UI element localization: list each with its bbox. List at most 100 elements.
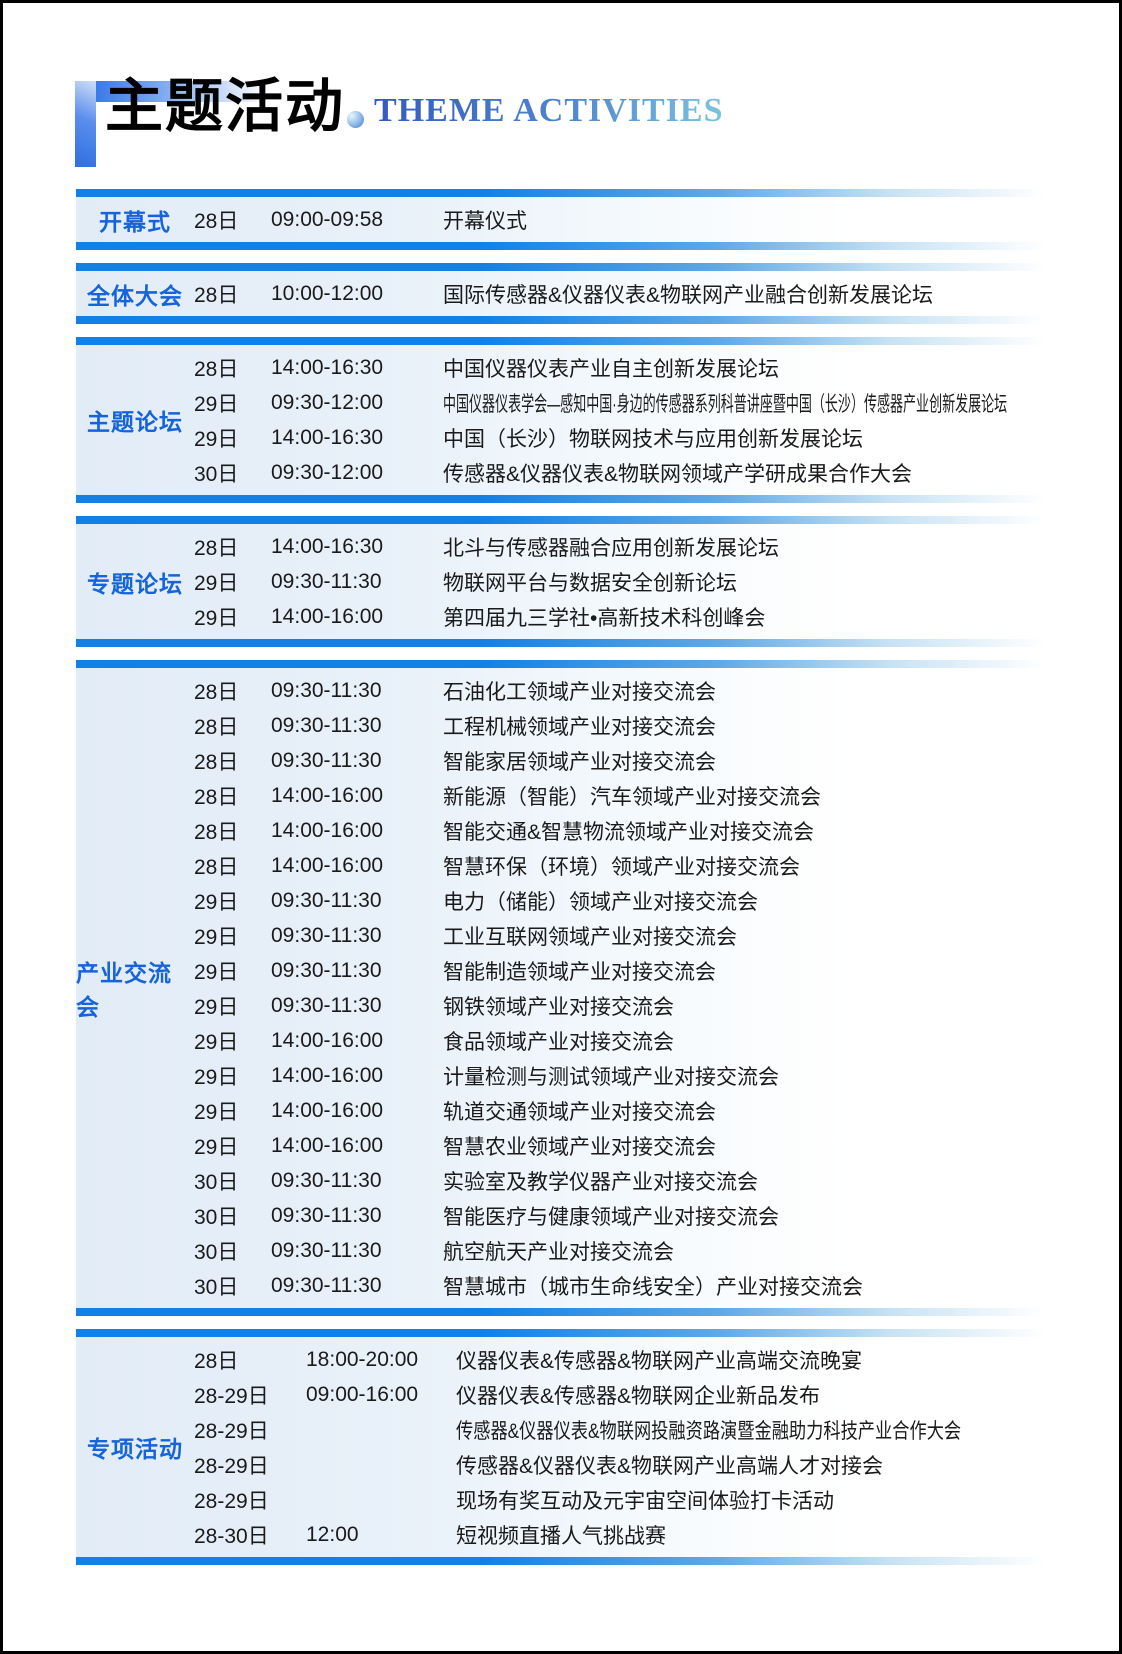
schedule-row: 28日 09:30-11:30 石油化工领域产业对接交流会 [194, 673, 1046, 708]
section-rows: 28日 18:00-20:00 仪器仪表&传感器&物联网产业高端交流晚宴 28-… [194, 1342, 1046, 1552]
row-date: 29日 [194, 995, 239, 1019]
row-time: 09:30-11:30 [271, 713, 382, 737]
row-date: 29日 [194, 925, 239, 949]
row-event: 传感器&仪器仪表&物联网投融资路演暨金融助力科技产业合作大会 [456, 1419, 962, 1443]
row-time: 14:00-16:00 [271, 783, 384, 807]
schedule-row: 28-29日 09:00-16:00 仪器仪表&传感器&物联网企业新品发布 [194, 1377, 1046, 1412]
title-block: 主题活动 THEME ACTIVITIES [75, 74, 724, 167]
row-event: 仪器仪表&传感器&物联网产业高端交流晚宴 [456, 1349, 863, 1373]
schedule-section: 全体大会 28日 10:00-12:00 国际传感器&仪器仪表&物联网产业融合创… [76, 263, 1046, 324]
schedule-row: 29日 09:30-11:30 智能制造领域产业对接交流会 [194, 953, 1046, 988]
schedule-row: 29日 09:30-12:00 中国仪器仪表学会—感知中国·身边的传感器系列科普… [194, 385, 1046, 420]
dot-icon [347, 110, 365, 128]
schedule-row: 28日 10:00-12:00 国际传感器&仪器仪表&物联网产业融合创新发展论坛 [194, 276, 1046, 311]
schedule-row: 29日 09:30-11:30 工业互联网领域产业对接交流会 [194, 918, 1046, 953]
row-date: 28-29日 [194, 1384, 269, 1408]
row-event: 钢铁领域产业对接交流会 [443, 995, 674, 1019]
row-event: 短视频直播人气挑战赛 [456, 1524, 666, 1548]
row-time: 09:30-11:30 [271, 888, 382, 912]
page-subtitle: THEME ACTIVITIES [374, 92, 724, 138]
section-rows: 28日 14:00-16:30 北斗与传感器融合应用创新发展论坛 29日 09:… [194, 529, 1046, 634]
schedule-row: 30日 09:30-11:30 航空航天产业对接交流会 [194, 1233, 1046, 1268]
schedule-row: 29日 09:30-11:30 物联网平台与数据安全创新论坛 [194, 564, 1046, 599]
bracket-vertical [75, 81, 96, 167]
row-date: 29日 [194, 427, 239, 451]
section-top-bar [76, 660, 1046, 668]
row-time: 09:30-11:30 [271, 678, 382, 702]
schedule-row: 28日 18:00-20:00 仪器仪表&传感器&物联网产业高端交流晚宴 [194, 1342, 1046, 1377]
row-date: 28日 [194, 680, 239, 704]
section-top-bar [76, 189, 1046, 197]
row-event: 第四届九三学社•高新技术科创峰会 [443, 606, 766, 630]
row-date: 30日 [194, 1240, 239, 1264]
row-event: 轨道交通领域产业对接交流会 [443, 1100, 716, 1124]
schedule-row: 28日 14:00-16:30 中国仪器仪表产业自主创新发展论坛 [194, 350, 1046, 385]
row-time: 09:30-11:30 [271, 958, 382, 982]
row-time: 09:30-12:00 [271, 460, 384, 484]
row-event: 国际传感器&仪器仪表&物联网产业融合创新发展论坛 [443, 283, 934, 307]
row-time: 14:00-16:30 [271, 355, 384, 379]
section-rows: 28日 10:00-12:00 国际传感器&仪器仪表&物联网产业融合创新发展论坛 [194, 276, 1046, 311]
schedule-row: 29日 14:00-16:00 计量检测与测试领域产业对接交流会 [194, 1058, 1046, 1093]
section-top-bar [76, 337, 1046, 345]
schedule-section: 专题论坛 28日 14:00-16:30 北斗与传感器融合应用创新发展论坛 29… [76, 516, 1046, 647]
row-time: 09:30-11:30 [271, 993, 382, 1017]
row-date: 29日 [194, 1135, 239, 1159]
row-date: 28日 [194, 283, 239, 307]
row-event: 智能交通&智慧物流领域产业对接交流会 [443, 820, 815, 844]
header: 主题活动 THEME ACTIVITIES [3, 3, 1119, 189]
row-time: 14:00-16:00 [271, 604, 384, 628]
schedule-row: 28-29日 现场有奖互动及元宇宙空间体验打卡活动 [194, 1482, 1046, 1517]
row-date: 28日 [194, 855, 239, 879]
schedule-row: 28日 09:30-11:30 智能家居领域产业对接交流会 [194, 743, 1046, 778]
row-event: 工程机械领域产业对接交流会 [443, 715, 716, 739]
row-event: 实验室及教学仪器产业对接交流会 [443, 1170, 758, 1194]
row-time: 14:00-16:00 [271, 1133, 384, 1157]
schedule-row: 28-30日 12:00 短视频直播人气挑战赛 [194, 1517, 1046, 1552]
section-top-bar [76, 263, 1046, 271]
sections: 开幕式 28日 09:00-09:58 开幕仪式 全体大会 28日 10:00-… [3, 189, 1119, 1565]
section-label: 主题论坛 [87, 409, 183, 435]
row-date: 30日 [194, 1275, 239, 1299]
row-time: 09:30-11:30 [271, 569, 382, 593]
section-body: 产业交流会 28日 09:30-11:30 石油化工领域产业对接交流会 28日 … [76, 668, 1046, 1308]
row-event: 北斗与传感器融合应用创新发展论坛 [443, 536, 779, 560]
row-event: 智能家居领域产业对接交流会 [443, 750, 716, 774]
schedule-row: 29日 09:30-11:30 钢铁领域产业对接交流会 [194, 988, 1046, 1023]
schedule-row: 28-29日 传感器&仪器仪表&物联网投融资路演暨金融助力科技产业合作大会 [194, 1412, 1046, 1447]
row-date: 30日 [194, 1205, 239, 1229]
row-time: 09:30-11:30 [271, 1238, 382, 1262]
row-event: 仪器仪表&传感器&物联网企业新品发布 [456, 1384, 821, 1408]
section-body: 开幕式 28日 09:00-09:58 开幕仪式 [76, 197, 1046, 242]
section-label: 产业交流会 [76, 960, 172, 1020]
row-date: 28-29日 [194, 1419, 269, 1443]
section-bottom-bar [76, 1557, 1046, 1565]
row-date: 28日 [194, 209, 239, 233]
row-time: 14:00-16:00 [271, 818, 384, 842]
row-event: 石油化工领域产业对接交流会 [443, 680, 716, 704]
schedule-row: 30日 09:30-11:30 实验室及教学仪器产业对接交流会 [194, 1163, 1046, 1198]
row-date: 28-29日 [194, 1454, 269, 1478]
row-time: 09:30-11:30 [271, 1203, 382, 1227]
row-time: 12:00 [306, 1522, 359, 1546]
row-event: 智慧环保（环境）领域产业对接交流会 [443, 855, 800, 879]
row-event: 智慧农业领域产业对接交流会 [443, 1135, 716, 1159]
schedule-section: 开幕式 28日 09:00-09:58 开幕仪式 [76, 189, 1046, 250]
schedule-row: 29日 14:00-16:00 智慧农业领域产业对接交流会 [194, 1128, 1046, 1163]
schedule-section: 产业交流会 28日 09:30-11:30 石油化工领域产业对接交流会 28日 … [76, 660, 1046, 1316]
row-event: 中国仪器仪表学会—感知中国·身边的传感器系列科普讲座暨中国（长沙）传感器产业创新… [443, 392, 1008, 416]
row-event: 中国（长沙）物联网技术与应用创新发展论坛 [443, 427, 863, 451]
section-label: 开幕式 [99, 208, 171, 235]
section-rows: 28日 14:00-16:30 中国仪器仪表产业自主创新发展论坛 29日 09:… [194, 350, 1046, 490]
page-title: 主题活动 [105, 74, 346, 139]
row-date: 28日 [194, 536, 239, 560]
section-rows: 28日 09:30-11:30 石油化工领域产业对接交流会 28日 09:30-… [194, 673, 1046, 1303]
schedule-row: 29日 14:00-16:00 轨道交通领域产业对接交流会 [194, 1093, 1046, 1128]
row-date: 28日 [194, 715, 239, 739]
schedule-row: 30日 09:30-11:30 智能医疗与健康领域产业对接交流会 [194, 1198, 1046, 1233]
section-bottom-bar [76, 242, 1046, 250]
section-bottom-bar [76, 1308, 1046, 1316]
schedule-row: 29日 14:00-16:00 第四届九三学社•高新技术科创峰会 [194, 599, 1046, 634]
row-time: 14:00-16:30 [271, 534, 384, 558]
